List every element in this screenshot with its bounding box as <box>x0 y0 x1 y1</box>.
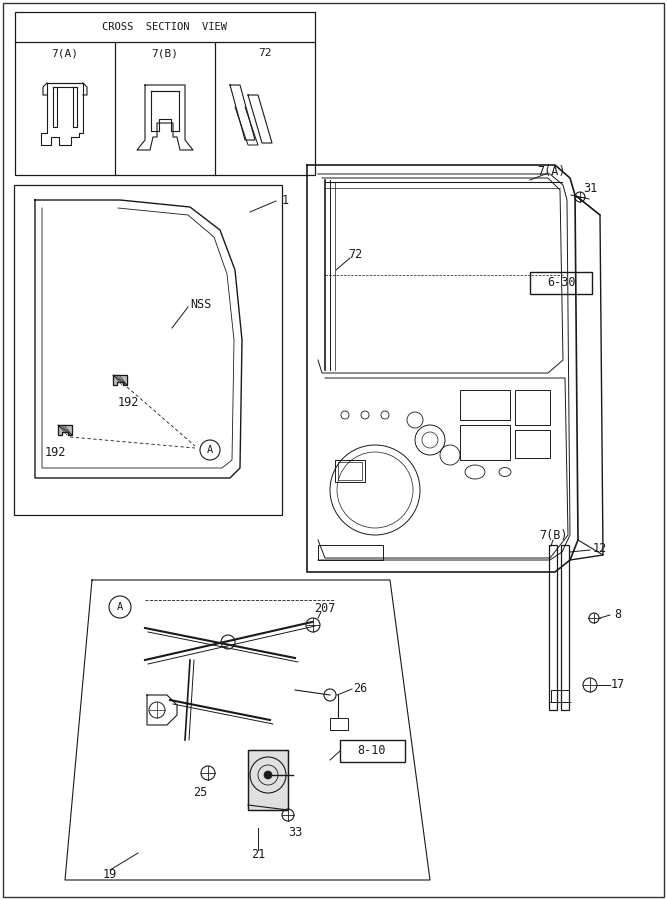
Text: 12: 12 <box>593 542 607 554</box>
Text: 19: 19 <box>103 868 117 881</box>
Text: A: A <box>117 602 123 612</box>
Bar <box>530 272 592 294</box>
Polygon shape <box>58 425 72 435</box>
Text: 72: 72 <box>258 48 271 58</box>
Text: 8: 8 <box>614 608 622 620</box>
Text: 31: 31 <box>583 182 597 194</box>
Text: 7(B): 7(B) <box>539 528 567 542</box>
Bar <box>515 430 550 458</box>
Text: 8-10: 8-10 <box>358 744 386 758</box>
Bar <box>338 462 362 480</box>
Text: 1: 1 <box>281 194 289 206</box>
Text: 21: 21 <box>251 849 265 861</box>
Text: 25: 25 <box>193 787 207 799</box>
Text: 7(A): 7(A) <box>538 165 566 177</box>
Text: 17: 17 <box>611 679 625 691</box>
Text: 192: 192 <box>44 446 65 460</box>
Bar <box>248 750 288 810</box>
Text: 192: 192 <box>117 395 139 409</box>
Text: NSS: NSS <box>190 299 211 311</box>
Bar <box>515 390 550 425</box>
Text: CROSS  SECTION  VIEW: CROSS SECTION VIEW <box>103 22 227 32</box>
Bar <box>460 390 510 420</box>
Bar <box>551 690 569 702</box>
Text: 207: 207 <box>314 601 336 615</box>
Bar <box>15 12 315 175</box>
Text: 33: 33 <box>288 826 302 840</box>
Bar <box>549 545 557 710</box>
Bar <box>330 718 348 730</box>
Bar <box>14 185 282 515</box>
Bar <box>340 740 405 762</box>
Bar <box>318 545 383 560</box>
Text: 7(A): 7(A) <box>51 48 79 58</box>
Text: A: A <box>207 445 213 455</box>
Text: 26: 26 <box>353 681 367 695</box>
Text: 72: 72 <box>348 248 362 262</box>
Text: 6-30: 6-30 <box>547 276 575 290</box>
Circle shape <box>264 771 272 779</box>
Bar <box>248 750 288 810</box>
Bar <box>335 460 365 482</box>
Polygon shape <box>113 375 127 385</box>
Bar <box>460 425 510 460</box>
Bar <box>561 545 569 710</box>
Text: 7(B): 7(B) <box>151 48 179 58</box>
